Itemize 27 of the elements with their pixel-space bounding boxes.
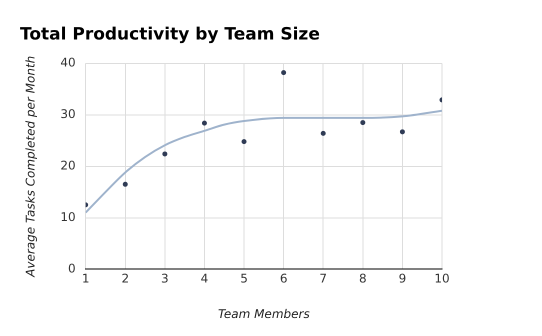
- point: [242, 139, 247, 144]
- y-tick-label: 10: [60, 210, 76, 224]
- y-tick-label: 30: [60, 106, 76, 121]
- point: [400, 129, 405, 134]
- x-tick-label: 5: [240, 272, 248, 286]
- x-tick-label: 10: [434, 272, 450, 286]
- point: [360, 120, 366, 126]
- x-tick-label: 8: [358, 272, 367, 286]
- x-tick-label: 1: [82, 272, 90, 286]
- y-tick-label: 0: [68, 261, 76, 276]
- point: [202, 120, 207, 126]
- x-tick-label: 7: [319, 272, 328, 286]
- x-tick-label: 6: [280, 272, 288, 286]
- x-tick-label: 3: [161, 272, 169, 286]
- y-axis-title: Average Tasks Completed per Month: [23, 56, 38, 278]
- point: [122, 182, 128, 187]
- point: [281, 70, 286, 76]
- y-tick-label: 20: [60, 158, 76, 172]
- point: [320, 130, 326, 136]
- y-tick-label: 40: [60, 56, 76, 70]
- chart-title: Total Productivity by Team Size: [20, 24, 320, 45]
- x-tick-label: 4: [200, 272, 208, 286]
- x-tick-label: 2: [121, 272, 130, 286]
- point: [162, 151, 168, 156]
- x-tick-label: 9: [398, 272, 406, 286]
- line-series: [86, 110, 442, 214]
- x-axis-title: Team Members: [218, 306, 310, 321]
